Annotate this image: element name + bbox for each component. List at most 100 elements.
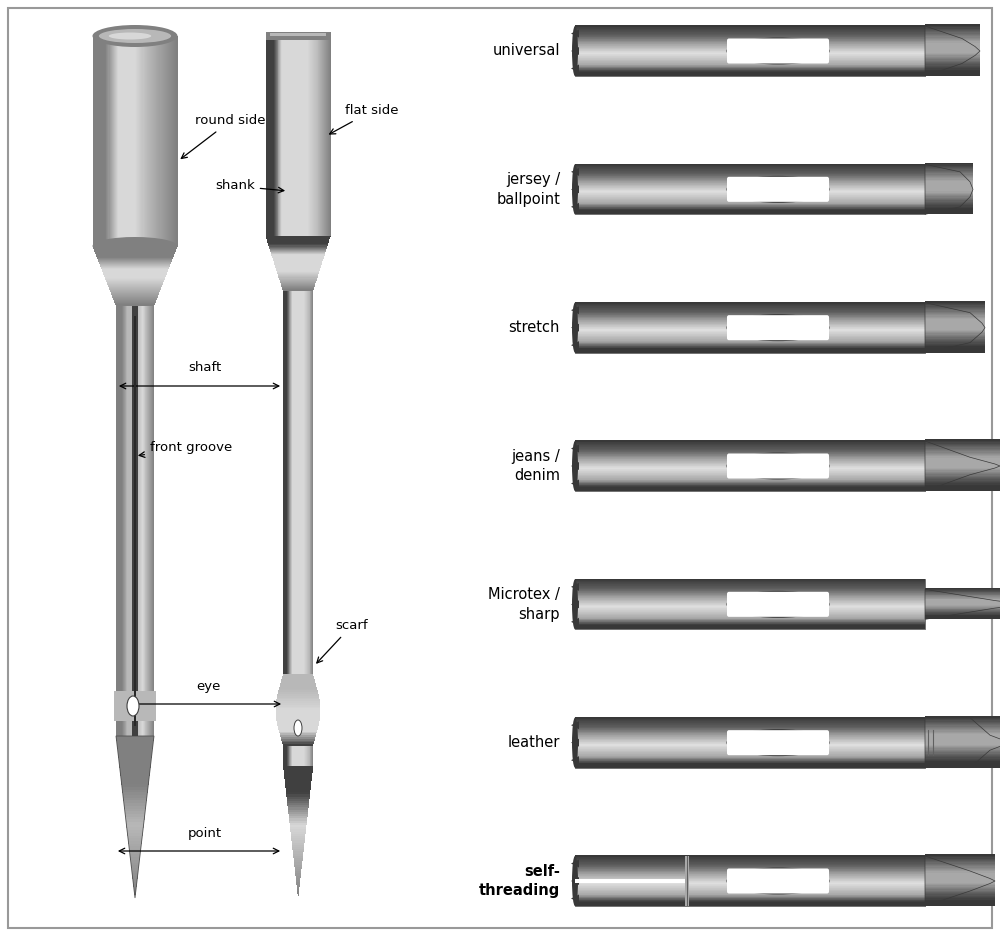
Bar: [925, 186, 973, 187]
Bar: [278, 690, 318, 692]
Bar: [287, 36, 288, 236]
Bar: [321, 36, 322, 236]
Ellipse shape: [572, 718, 578, 768]
Bar: [283, 289, 313, 291]
Bar: [283, 766, 313, 768]
Bar: [925, 177, 973, 179]
Bar: [925, 765, 1000, 767]
Bar: [92, 36, 94, 246]
Bar: [277, 721, 319, 723]
Bar: [925, 441, 1000, 443]
Polygon shape: [571, 65, 579, 72]
Bar: [925, 341, 985, 343]
Bar: [284, 774, 312, 777]
Bar: [925, 27, 980, 29]
Bar: [114, 301, 156, 303]
Bar: [105, 36, 107, 246]
Text: leather: leather: [508, 735, 560, 750]
Polygon shape: [571, 479, 579, 488]
Bar: [925, 302, 985, 304]
Bar: [290, 827, 306, 830]
Bar: [925, 456, 1000, 458]
Bar: [101, 268, 169, 269]
Bar: [309, 36, 310, 236]
Ellipse shape: [127, 696, 139, 716]
Bar: [281, 284, 315, 285]
Bar: [288, 805, 308, 808]
Bar: [157, 36, 159, 246]
Bar: [925, 28, 980, 30]
Bar: [271, 252, 325, 254]
Bar: [117, 747, 153, 750]
Bar: [113, 36, 114, 246]
Bar: [150, 36, 151, 246]
Polygon shape: [571, 756, 579, 764]
Bar: [102, 269, 168, 270]
Bar: [925, 168, 973, 169]
Bar: [138, 36, 140, 246]
Bar: [100, 36, 102, 246]
Bar: [925, 36, 980, 37]
Polygon shape: [571, 739, 579, 747]
Bar: [278, 36, 279, 236]
Bar: [925, 56, 980, 58]
Bar: [925, 885, 995, 886]
Bar: [129, 36, 130, 246]
Bar: [98, 36, 99, 246]
Bar: [115, 303, 155, 305]
Bar: [925, 190, 973, 191]
Bar: [158, 36, 160, 246]
Bar: [925, 753, 1000, 754]
Bar: [925, 198, 973, 200]
Bar: [575, 879, 687, 883]
Bar: [114, 691, 156, 721]
Bar: [280, 282, 316, 284]
Bar: [147, 36, 148, 246]
Bar: [925, 327, 985, 329]
Bar: [289, 818, 307, 821]
Bar: [97, 256, 173, 258]
Bar: [925, 902, 995, 903]
Bar: [128, 36, 129, 246]
Bar: [142, 36, 144, 246]
Bar: [277, 271, 319, 273]
Bar: [925, 606, 1000, 607]
Bar: [925, 868, 995, 869]
Bar: [292, 36, 294, 236]
Text: flat side: flat side: [330, 105, 398, 134]
Bar: [281, 36, 283, 236]
FancyBboxPatch shape: [727, 315, 829, 340]
Bar: [925, 468, 1000, 469]
Bar: [280, 735, 316, 737]
Bar: [305, 36, 307, 236]
Ellipse shape: [92, 237, 178, 255]
Bar: [275, 36, 276, 236]
Bar: [272, 257, 324, 259]
Bar: [117, 744, 153, 747]
Bar: [96, 254, 174, 255]
Bar: [94, 251, 176, 252]
Bar: [925, 478, 1000, 479]
Bar: [277, 694, 319, 695]
Bar: [104, 275, 166, 277]
Bar: [292, 842, 304, 845]
Bar: [276, 269, 320, 271]
Bar: [132, 306, 138, 736]
Bar: [129, 843, 141, 847]
Bar: [925, 314, 985, 315]
Bar: [329, 36, 330, 236]
Bar: [292, 36, 293, 236]
Bar: [117, 741, 153, 744]
Polygon shape: [925, 441, 1000, 491]
Bar: [925, 889, 995, 891]
Bar: [281, 737, 315, 739]
Bar: [925, 744, 1000, 746]
Bar: [925, 739, 1000, 740]
Bar: [120, 773, 150, 777]
Bar: [154, 36, 156, 246]
Bar: [98, 259, 172, 261]
Bar: [278, 726, 318, 728]
Bar: [289, 36, 290, 236]
Bar: [293, 854, 303, 856]
Bar: [925, 442, 1000, 444]
